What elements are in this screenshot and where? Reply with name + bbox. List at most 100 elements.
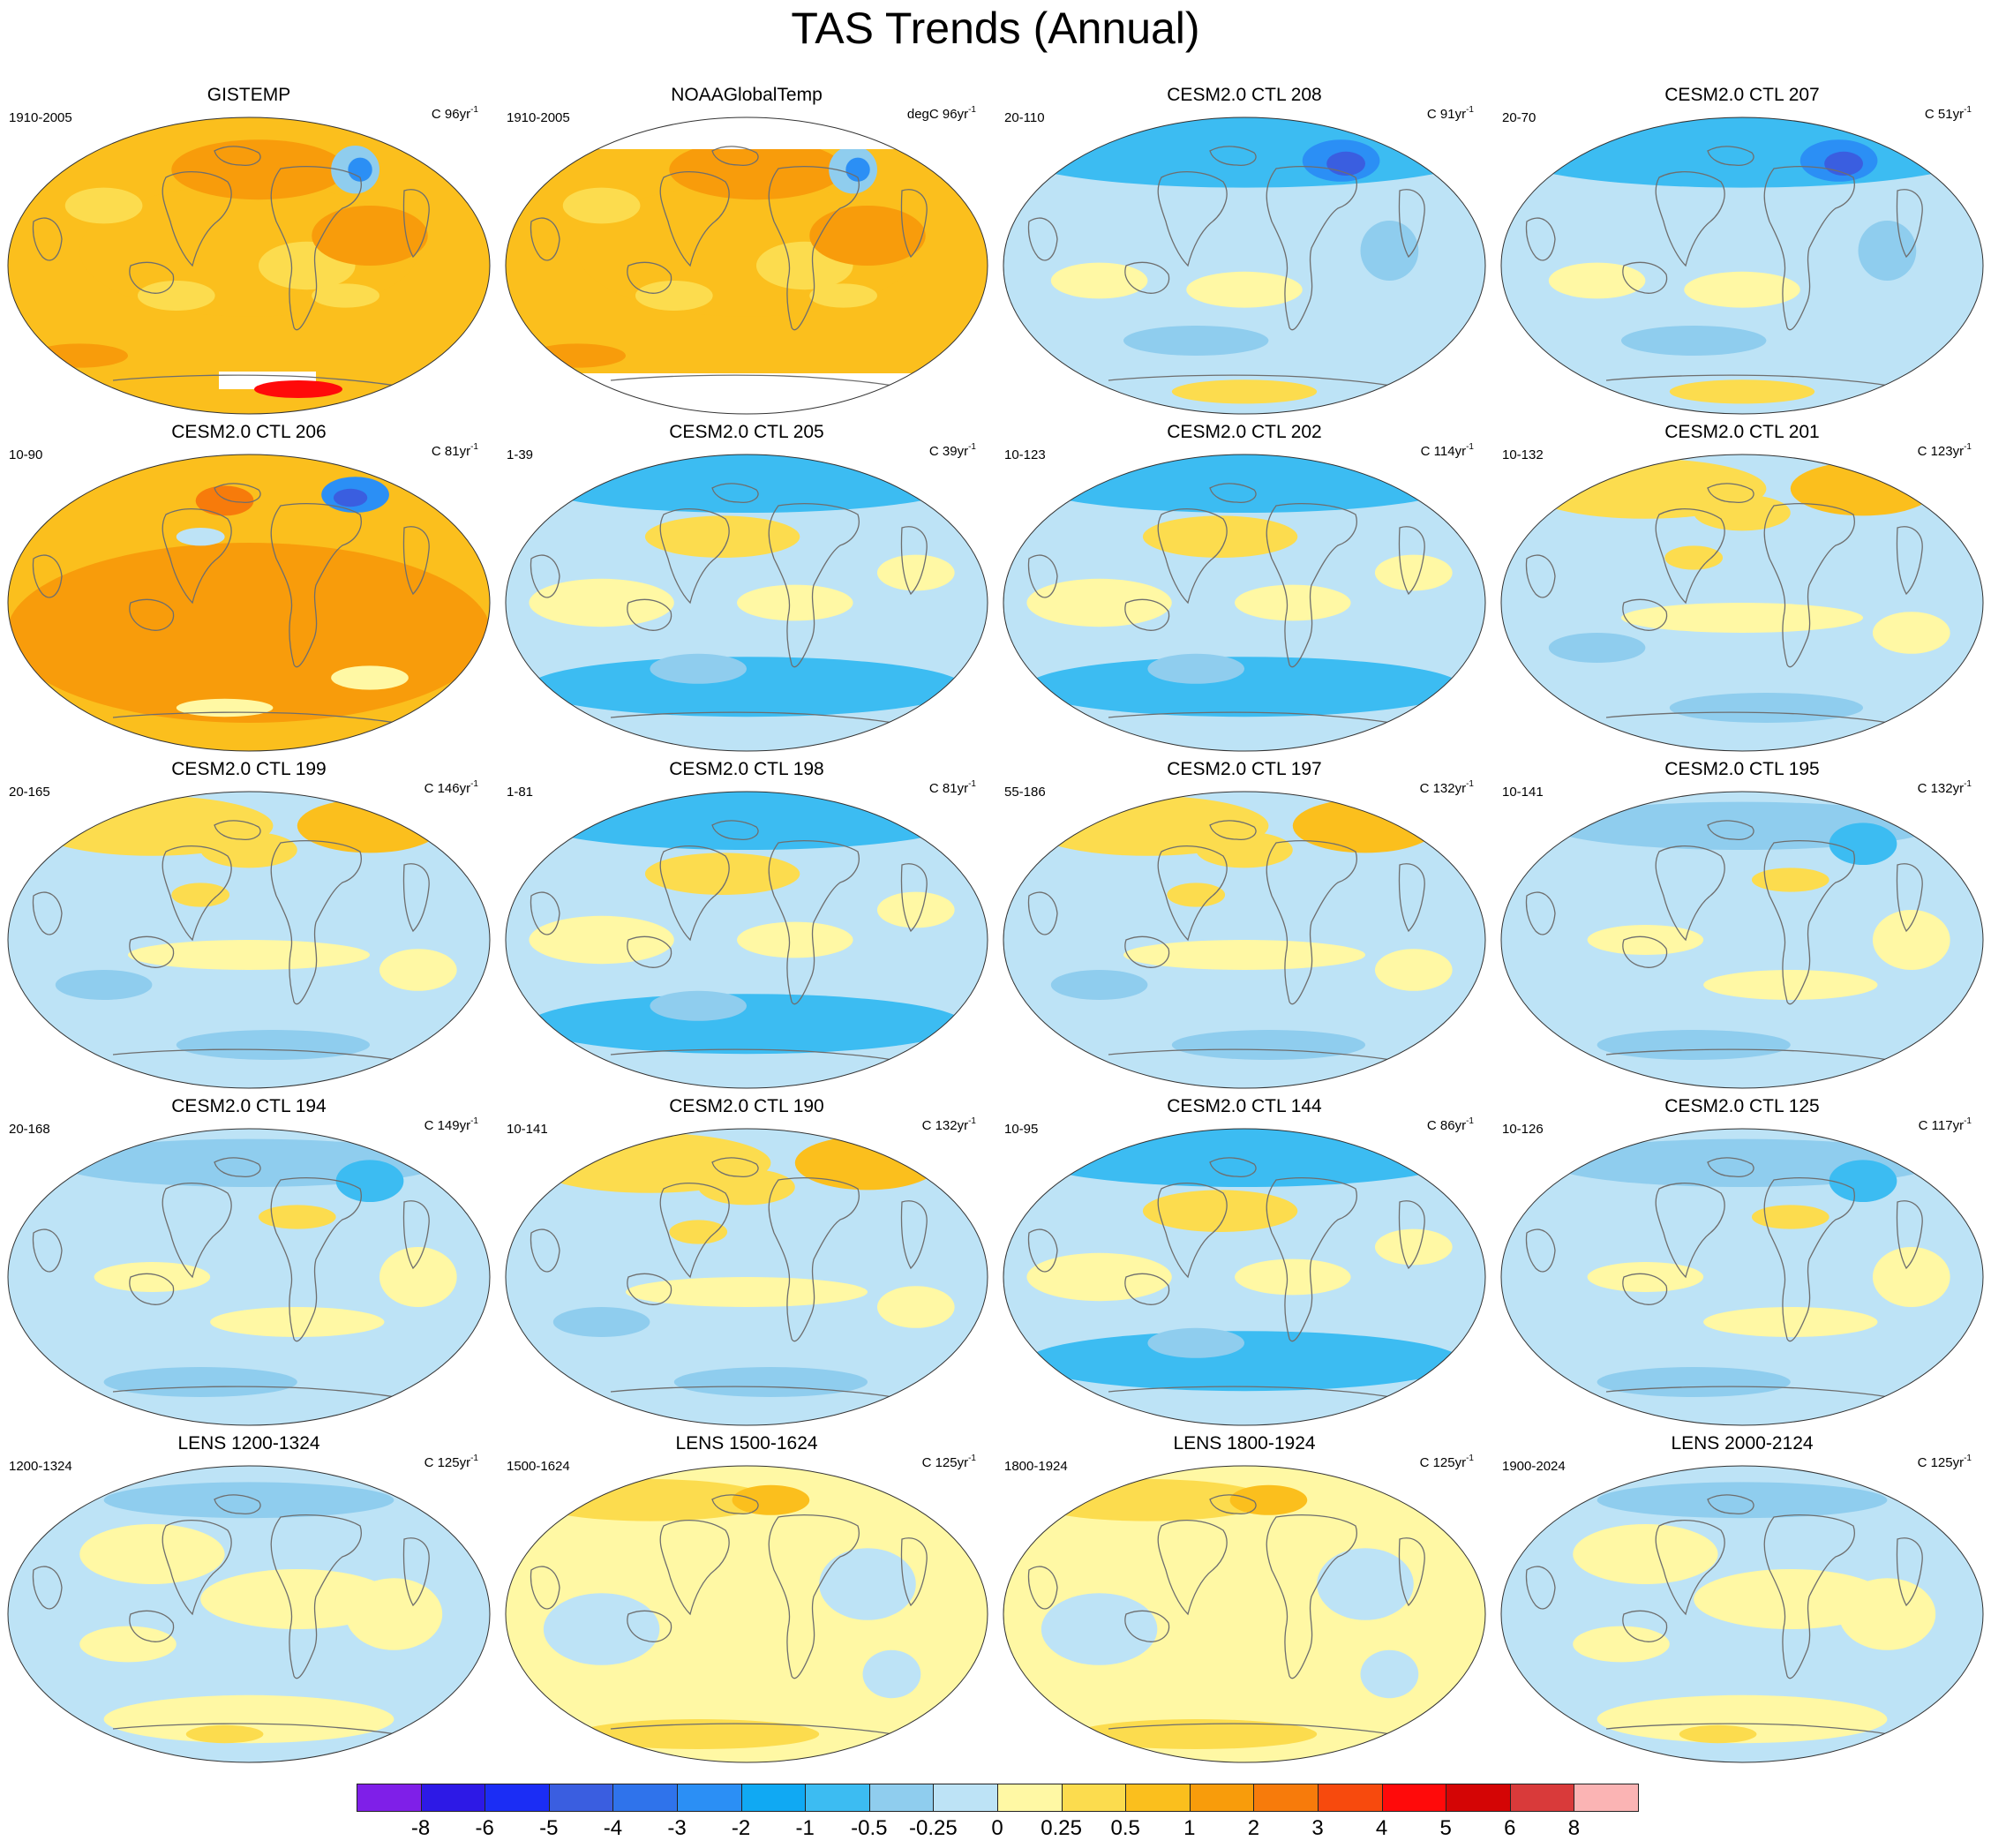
trend-anomaly	[669, 139, 844, 200]
map-outline	[1003, 1465, 1486, 1763]
world-map	[1003, 454, 1486, 752]
panel-units: C 125yr-1	[1420, 1454, 1474, 1471]
trend-anomaly	[64, 187, 143, 224]
coastline	[1605, 374, 1907, 390]
coastline	[402, 526, 430, 596]
coastline	[129, 261, 175, 294]
trend-anomaly	[809, 206, 926, 266]
trend-anomaly	[55, 970, 153, 1000]
trend-anomaly	[1360, 1649, 1419, 1699]
panel-period: 1910-2005	[9, 110, 72, 125]
coastline	[1763, 503, 1855, 668]
panel-period: 1910-2005	[507, 110, 570, 125]
trend-anomaly	[137, 281, 215, 311]
colorbar-label: 5	[1439, 1816, 1452, 1840]
coastline	[162, 1183, 232, 1279]
panel-title: LENS 1500-1624	[675, 1433, 818, 1454]
trend-anomaly	[176, 1030, 370, 1060]
colorbar-label: -8	[410, 1816, 431, 1840]
coastline	[1763, 166, 1855, 331]
coastline	[1124, 1610, 1170, 1642]
colorbar-box	[1189, 1784, 1255, 1812]
colorbar-label: -6	[475, 1816, 494, 1840]
colorbar-label: 0.5	[1110, 1816, 1140, 1840]
panel-units: C 81yr-1	[929, 780, 976, 797]
trend-anomaly	[312, 283, 379, 308]
panel-units-suffix: yr	[957, 781, 969, 796]
world-map	[7, 1128, 491, 1426]
panel-units-suffix: yr	[1952, 1455, 1965, 1470]
coastline	[610, 1386, 912, 1401]
colorbar-box	[1446, 1784, 1511, 1812]
coastline	[1763, 1177, 1855, 1342]
trend-anomaly	[1229, 1484, 1308, 1515]
coastline	[402, 1537, 430, 1607]
colorbar-box	[357, 1784, 422, 1812]
trend-anomaly	[1587, 1262, 1704, 1292]
panel-period: 1900-2024	[1502, 1459, 1566, 1474]
map-panel: CESM2.0 CTL 206 10-90 C 81yr-1	[0, 421, 498, 758]
coastline	[162, 508, 232, 605]
trend-anomaly	[1050, 970, 1148, 1000]
world-map	[7, 791, 491, 1089]
trend-anomaly	[331, 665, 409, 690]
trend-anomaly	[1858, 221, 1917, 281]
map-panel: LENS 1200-1324 1200-1324 C 125yr-1	[0, 1432, 498, 1769]
coastline	[1157, 845, 1228, 942]
coastline	[1108, 1048, 1409, 1064]
coastline	[1209, 483, 1257, 503]
map-panel: GISTEMP 1910-2005 C 96yr-1	[0, 84, 498, 421]
coastline	[1157, 1520, 1228, 1616]
panel-units-suffix: yr	[1952, 107, 1965, 122]
world-map	[1003, 116, 1486, 415]
trend-anomaly	[171, 139, 346, 200]
colorbar-label: 2	[1247, 1816, 1260, 1840]
panel-units-exponent: -1	[470, 779, 478, 789]
coastline	[900, 189, 928, 259]
coastline	[1605, 1723, 1907, 1739]
coastline	[659, 508, 730, 605]
trend-anomaly	[1548, 262, 1646, 299]
trend-anomaly	[8, 543, 490, 723]
panel-units: C 86yr-1	[1427, 1117, 1474, 1134]
panel-units: C 132yr-1	[922, 1117, 976, 1134]
coastline	[900, 1537, 928, 1607]
panel-title: CESM2.0 CTL 195	[1664, 759, 1820, 779]
trend-anomaly	[1824, 151, 1863, 176]
trend-anomaly	[644, 853, 800, 895]
colorbar-box	[933, 1784, 998, 1812]
coastline	[1707, 820, 1754, 840]
panel-units: C 91yr-1	[1427, 105, 1474, 123]
panel-period: 10-132	[1502, 447, 1544, 462]
map-outline	[505, 791, 988, 1089]
panel-units-suffix: yr	[957, 107, 969, 122]
trend-anomaly	[876, 554, 955, 591]
coastline	[1896, 1537, 1923, 1607]
panel-title: GISTEMP	[207, 85, 291, 105]
trend-anomaly	[1829, 1160, 1897, 1202]
map-outline	[505, 1465, 988, 1763]
trend-anomaly	[1003, 117, 1485, 188]
panel-title: CESM2.0 CTL 207	[1664, 85, 1820, 105]
panel-units-exponent: -1	[1466, 779, 1474, 789]
coastline	[1605, 1048, 1907, 1064]
map-outline	[1003, 1128, 1486, 1426]
coastline	[1209, 820, 1257, 840]
trend-anomaly	[732, 1484, 810, 1515]
panel-units-exponent: -1	[1466, 105, 1474, 115]
panel-units-exponent: -1	[968, 1454, 976, 1463]
trend-anomaly	[794, 1136, 941, 1191]
map-outline	[7, 1465, 491, 1763]
world-map	[1500, 1128, 1984, 1426]
coastline	[214, 146, 261, 166]
panel-period: 10-141	[507, 1122, 548, 1137]
colorbar-box	[1381, 1784, 1447, 1812]
coastline	[1266, 503, 1357, 668]
panel-units-exponent: -1	[470, 105, 478, 115]
panel-units-value: C 114	[1420, 444, 1455, 459]
trend-anomaly	[1374, 1228, 1453, 1266]
trend-anomaly	[529, 792, 965, 850]
coastline	[32, 891, 63, 935]
world-map	[1500, 1465, 1984, 1763]
world-map	[505, 454, 988, 752]
